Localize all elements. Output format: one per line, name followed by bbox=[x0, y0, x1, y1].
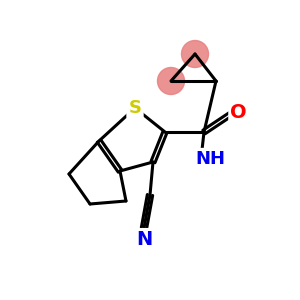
Circle shape bbox=[182, 40, 208, 68]
Text: O: O bbox=[230, 103, 247, 122]
Text: N: N bbox=[136, 230, 152, 249]
Text: NH: NH bbox=[195, 150, 225, 168]
Text: S: S bbox=[128, 99, 142, 117]
Circle shape bbox=[158, 68, 184, 94]
